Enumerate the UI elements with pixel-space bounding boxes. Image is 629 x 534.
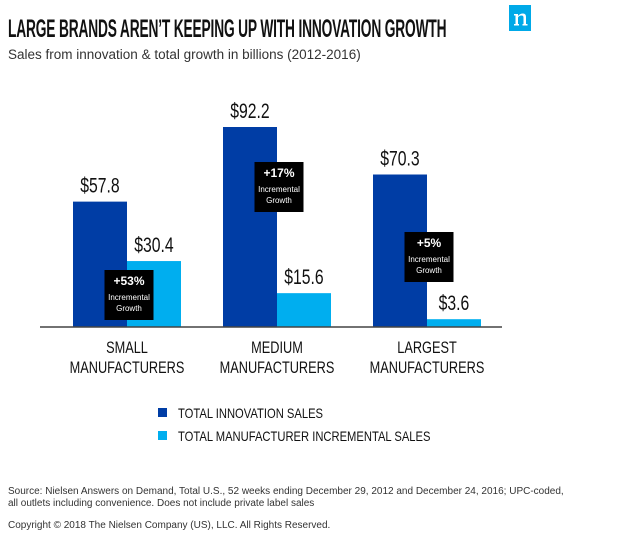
nielsen-logo: [509, 5, 531, 31]
callout-value: +5%: [417, 236, 442, 250]
callout-text: Growth: [266, 196, 292, 205]
nielsen-logo-mark: [514, 13, 528, 26]
category-label: MEDIUM: [251, 338, 303, 357]
legend-swatch: [158, 431, 167, 440]
chart-subtitle: Sales from innovation & total growth in …: [8, 47, 361, 62]
legend-swatch: [158, 408, 167, 417]
bar: [223, 127, 277, 327]
data-label: $92.2: [230, 99, 269, 123]
chart-title: LARGE BRANDS AREN’T KEEPING UP WITH INNO…: [8, 16, 498, 43]
callout-text: Growth: [116, 304, 142, 313]
callout-box: [254, 162, 304, 212]
data-label: $57.8: [80, 173, 119, 197]
bar: [277, 293, 331, 327]
bar: [427, 319, 481, 327]
data-label: $30.4: [134, 233, 173, 257]
data-label: $70.3: [380, 146, 419, 170]
category-label: MANUFACTURERS: [370, 358, 485, 377]
legend-label: TOTAL MANUFACTURER INCREMENTAL SALES: [178, 428, 431, 444]
callout-value: +17%: [263, 166, 294, 180]
callout-value: +53%: [113, 274, 144, 288]
callout-box: [404, 232, 454, 282]
category-label: MANUFACTURERS: [70, 358, 185, 377]
source-note: Source: Nielsen Answers on Demand, Total…: [8, 486, 564, 509]
legend-label: TOTAL INNOVATION SALES: [178, 405, 324, 421]
bar-chart: $57.8$30.4+53%IncrementalGrowthSMALLMANU…: [40, 99, 502, 378]
copyright: Copyright © 2018 The Nielsen Company (US…: [8, 520, 331, 531]
callout-text: Incremental: [108, 293, 150, 302]
category-label: SMALL: [106, 338, 148, 357]
data-label: $3.6: [439, 291, 470, 315]
chart-title-text: LARGE BRANDS AREN’T KEEPING UP WITH INNO…: [8, 15, 447, 43]
category-label: MANUFACTURERS: [220, 358, 335, 377]
callout-text: Incremental: [258, 185, 300, 194]
callout-text: Incremental: [408, 255, 450, 264]
category-label: LARGEST: [397, 338, 456, 357]
callout-box: [104, 270, 154, 320]
data-label: $15.6: [284, 265, 323, 289]
callout-text: Growth: [416, 266, 442, 275]
